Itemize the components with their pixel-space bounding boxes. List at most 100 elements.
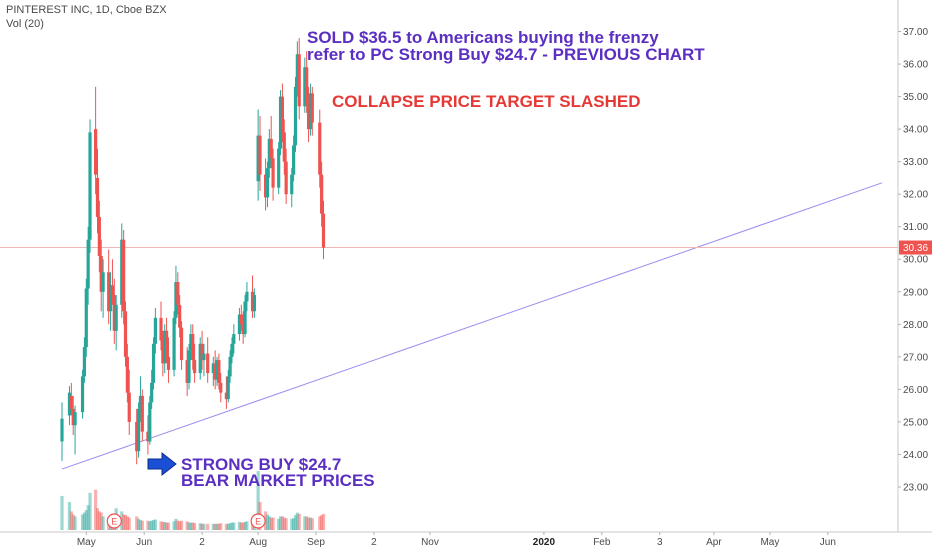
candle: [293, 77, 298, 152]
volume-bar: [148, 521, 152, 530]
y-tick-label: 28.00: [903, 320, 928, 331]
earnings-marker: E: [250, 513, 266, 529]
candle-body: [60, 418, 64, 442]
candle: [99, 239, 103, 312]
candle: [135, 408, 139, 465]
candle-body: [150, 382, 154, 403]
candles: [60, 38, 326, 465]
candle: [172, 311, 176, 377]
candle-body: [232, 334, 236, 344]
candle: [73, 405, 77, 455]
candle: [243, 295, 247, 338]
candle-body: [263, 174, 268, 198]
candle-body: [82, 347, 87, 377]
candle-body: [243, 301, 247, 335]
volume-bar: [267, 516, 271, 530]
candle-body: [293, 86, 298, 146]
volume-bar: [284, 518, 288, 530]
volume-bar: [198, 523, 202, 530]
candle: [178, 295, 182, 338]
last-price-tag-bg: [899, 240, 932, 255]
arrow-right-icon: [147, 451, 177, 477]
candle-body: [321, 213, 326, 248]
volume-bar: [69, 511, 73, 530]
candle-body: [163, 330, 167, 364]
volume-bar: [159, 521, 163, 530]
candle: [228, 350, 232, 383]
candle: [198, 337, 202, 380]
volume-bar: [189, 522, 193, 530]
volume-bar: [97, 511, 101, 530]
earnings-marker-circle: [250, 513, 266, 529]
candle-body: [166, 356, 171, 370]
candle-body: [237, 314, 242, 335]
candle: [271, 148, 275, 201]
volume-bar: [232, 522, 236, 530]
candle-body: [280, 96, 285, 133]
volume-bar: [265, 514, 270, 530]
candle: [202, 343, 206, 377]
candle-body: [252, 295, 256, 312]
volume-bar: [99, 512, 103, 530]
candle-body: [176, 282, 180, 305]
volume-bar: [305, 516, 309, 530]
volume-bar: [135, 516, 139, 530]
y-tick-label: 27.00: [903, 352, 928, 363]
candle-body: [310, 93, 314, 123]
y-tick-label: 30.00: [903, 255, 928, 266]
x-tick-label: 3: [657, 537, 663, 548]
candle: [120, 223, 124, 318]
candle-body: [146, 431, 150, 442]
volume-bar: [80, 514, 85, 530]
candle: [140, 389, 144, 442]
candle-body: [140, 395, 144, 432]
candle-body: [185, 360, 189, 383]
candle-body: [138, 395, 143, 409]
candle-body: [97, 216, 101, 256]
candle-body: [206, 353, 210, 374]
candle: [150, 369, 154, 409]
candle: [127, 369, 131, 435]
price-axis-panel: [898, 0, 932, 550]
candle-body: [174, 282, 178, 318]
candle-body: [241, 324, 245, 335]
candle: [211, 356, 215, 387]
candle-body: [151, 343, 156, 383]
volume-bar: [122, 514, 126, 530]
volume-bar: [178, 521, 182, 530]
candle: [107, 249, 111, 325]
candle: [269, 116, 273, 169]
volume-bar: [226, 523, 230, 530]
candle-body: [88, 132, 92, 240]
candle-body: [284, 161, 288, 195]
x-tick-label: Feb: [593, 537, 611, 548]
candle-body: [292, 145, 296, 175]
candle: [97, 200, 101, 273]
y-tick-label: 36.00: [903, 60, 928, 71]
candle: [241, 311, 245, 344]
volume-bar: [271, 517, 275, 530]
candle-body: [84, 288, 88, 348]
volume-bar: [237, 521, 242, 530]
volume-bar: [245, 521, 249, 530]
candle: [303, 57, 307, 113]
volume-bar: [140, 520, 144, 530]
volume-bar: [308, 517, 313, 530]
volume-bar: [213, 523, 217, 530]
candle-body: [226, 376, 230, 400]
candle: [101, 259, 105, 318]
candle: [215, 356, 219, 387]
candle-body: [277, 148, 281, 188]
candle: [284, 148, 288, 204]
volume-bar: [187, 522, 191, 530]
candle: [200, 330, 204, 370]
candle-body: [153, 317, 157, 344]
volume-bar: [71, 514, 75, 530]
volume-bar: [228, 523, 232, 530]
volume-bar: [278, 516, 283, 530]
candle: [277, 142, 281, 195]
candle-body: [191, 334, 195, 361]
volume-bar: [163, 521, 167, 530]
candle: [256, 109, 260, 201]
